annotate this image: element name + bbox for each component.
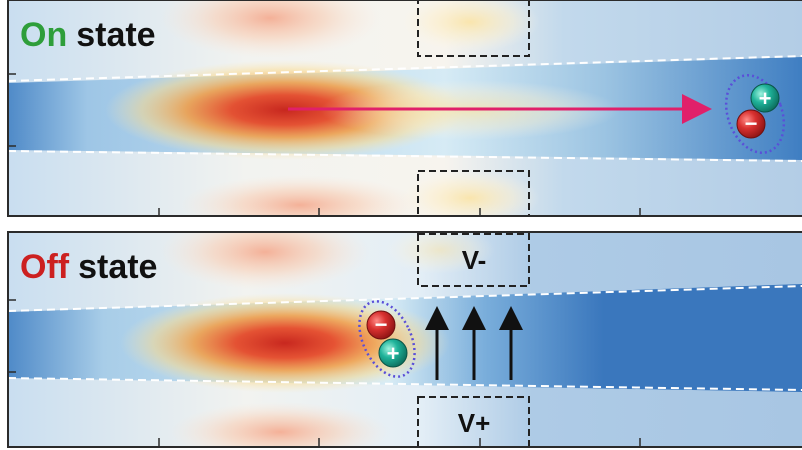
off-state-panel: V- V+ − + Off state: [8, 232, 802, 446]
on-exciton: [724, 74, 786, 154]
off-state-title: Off state: [20, 248, 157, 286]
off-panel-frame: [7, 231, 802, 448]
on-top-yellow-lobe: [400, 0, 540, 52]
on-axis-ticks: [8, 73, 641, 216]
off-hole: +: [378, 338, 408, 368]
off-electron: −: [366, 310, 396, 340]
on-waveguide-top-edge: [8, 55, 802, 82]
on-state-word: On: [20, 16, 67, 54]
on-bottom-warm-lobe: [180, 175, 420, 217]
on-top-warm-lobe: [160, 0, 380, 58]
off-mode-hotspot: [120, 293, 450, 393]
off-bottom-gate-box: [417, 396, 530, 446]
off-waveguide-bottom-edge: [8, 377, 802, 391]
on-state-label: state: [76, 16, 155, 54]
on-top-gate-box: [417, 0, 530, 57]
off-electron-sign: −: [375, 312, 388, 337]
off-state-label: state: [78, 248, 157, 286]
on-bottom-yellow-lobe: [400, 170, 540, 217]
on-electron-sign: −: [745, 111, 758, 136]
off-top-yellow-lobe: [385, 232, 495, 274]
off-top-gate-label: V-: [462, 245, 487, 275]
on-bottom-gate-box: [417, 170, 530, 217]
on-waveguide-bottom-edge: [8, 150, 802, 162]
on-state-title: On state: [20, 16, 156, 54]
on-hole-sign: +: [759, 86, 772, 111]
off-waveguide-top-edge: [8, 285, 802, 312]
off-bottom-gate-label: V+: [458, 408, 491, 438]
on-exciton-ring: [724, 74, 786, 154]
off-bottom-warm-lobe: [170, 402, 390, 446]
on-state-panel: + − On state: [8, 0, 802, 217]
off-hole-sign: +: [387, 341, 400, 366]
off-state-word: Off: [20, 248, 70, 286]
on-hole: +: [750, 83, 780, 113]
off-top-warm-lobe: [160, 232, 370, 290]
on-mode-hotspot: [105, 60, 465, 160]
off-top-gate-box: [417, 233, 530, 287]
on-electron: −: [736, 109, 766, 139]
off-axis-ticks: [8, 299, 641, 446]
on-panel-frame: [7, 0, 802, 217]
